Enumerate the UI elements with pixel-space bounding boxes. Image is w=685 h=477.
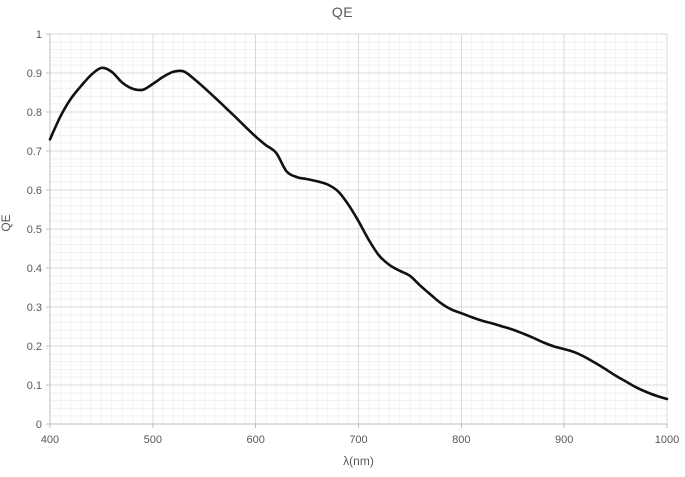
x-tick-label: 700 (349, 434, 367, 446)
qe-line-series (48, 66, 669, 401)
y-axis-title: QE (0, 214, 13, 232)
y-tick-label: 0 (36, 419, 42, 431)
y-tick-label: 0.3 (27, 302, 42, 314)
x-tick-label: 900 (555, 434, 573, 446)
y-tick-label: 0.8 (27, 107, 42, 119)
y-tick-label: 0.1 (27, 380, 42, 392)
y-tick-label: 0.5 (27, 224, 42, 236)
y-tick-label: 0.6 (27, 185, 42, 197)
y-tick-label: 0.9 (27, 68, 42, 80)
y-tick-label: 0.4 (27, 263, 42, 275)
y-tick-label: 1 (36, 29, 42, 41)
y-tick-label: 0.2 (27, 341, 42, 353)
x-axis-title: λ(nm) (343, 454, 374, 468)
x-tick-label: 500 (144, 434, 162, 446)
x-tick-label: 600 (246, 434, 264, 446)
x-tick-label: 1000 (655, 434, 679, 446)
chart-title: QE (331, 4, 354, 20)
x-tick-label: 400 (41, 434, 59, 446)
x-tick-label: 800 (452, 434, 470, 446)
y-tick-label: 0.7 (27, 146, 42, 158)
